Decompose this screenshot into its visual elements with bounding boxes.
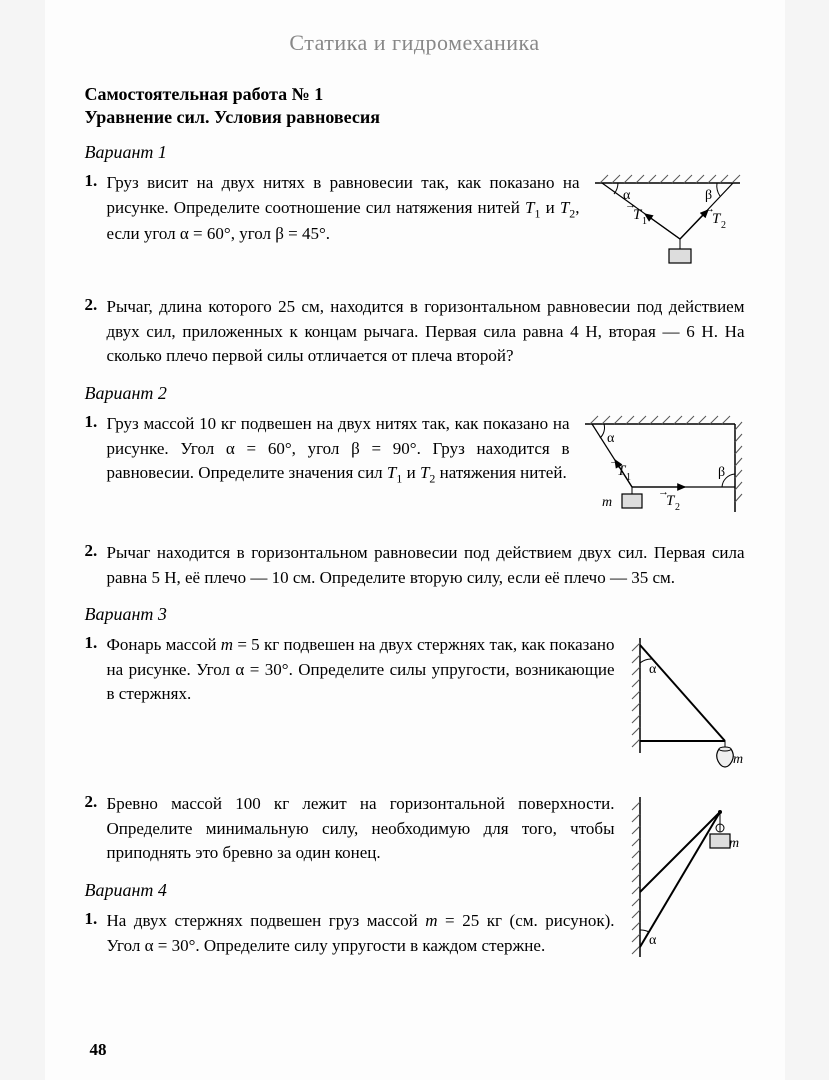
problem-text: На двух стержнях подвешен груз массой m …	[107, 909, 615, 958]
variant-3-title: Вариант 3	[85, 604, 745, 625]
v3-problem-2: 2. Бревно массой 100 кг лежит на горизон…	[85, 792, 615, 866]
svg-text:m: m	[729, 836, 739, 851]
svg-text:m: m	[733, 752, 743, 767]
work-title: Самостоятельная работа № 1	[85, 84, 745, 105]
figure-v3: α m	[625, 633, 745, 778]
v1-problem-2: 2. Рычаг, длина которого 25 см, находитс…	[85, 295, 745, 369]
problem-text: Фонарь массой m = 5 кг подвешен на двух …	[107, 633, 615, 778]
svg-text:α: α	[649, 662, 657, 677]
svg-text:β: β	[705, 188, 712, 203]
problem-text: Рычаг находится в горизонтальном равнове…	[107, 541, 745, 590]
svg-text:2: 2	[721, 220, 726, 231]
page-number: 48	[90, 1040, 107, 1060]
work-subtitle: Уравнение сил. Условия равновесия	[85, 107, 745, 128]
v2-problem-1: 1. Груз массой 10 кг подвешен на двух ни…	[85, 412, 745, 527]
problem-number: 1.	[85, 909, 107, 929]
figure-v4: α m	[625, 792, 745, 977]
problem-number: 2.	[85, 295, 107, 315]
v2-problem-2: 2. Рычаг находится в горизонтальном равн…	[85, 541, 745, 590]
v3-problem-1: 1. Фонарь массой m = 5 кг подвешен на дв…	[85, 633, 745, 778]
figure-v2: α β T 1 → T 2 → m	[580, 412, 745, 527]
problem-number: 1.	[85, 171, 107, 281]
problem-number: 1.	[85, 633, 107, 778]
chapter-title: Статика и гидромеханика	[85, 30, 745, 56]
svg-text:→: →	[704, 203, 715, 215]
svg-text:α: α	[607, 431, 615, 446]
problem-number: 2.	[85, 792, 107, 812]
v1-problem-1: 1. Груз висит на двух нитях в равновесии…	[85, 171, 745, 281]
v4-problem-1: 1. На двух стержнях подвешен груз массой…	[85, 909, 615, 958]
svg-text:1: 1	[642, 216, 647, 227]
variant-2-title: Вариант 2	[85, 383, 745, 404]
svg-text:→: →	[625, 199, 636, 211]
problem-number: 2.	[85, 541, 107, 561]
problem-text: Груз висит на двух нитях в равновесии та…	[107, 171, 580, 281]
variant-4-title: Вариант 4	[85, 880, 615, 901]
svg-text:β: β	[718, 465, 725, 480]
svg-text:m: m	[602, 495, 612, 510]
svg-text:→: →	[658, 486, 669, 498]
problem-text: Груз массой 10 кг подвешен на двух нитях…	[107, 412, 570, 527]
svg-text:→: →	[609, 455, 620, 467]
svg-text:2: 2	[675, 502, 680, 513]
problem-number: 1.	[85, 412, 107, 527]
figure-v1: α β T 1 → T 2 →	[590, 171, 745, 281]
page: Статика и гидромеханика Самостоятельная …	[45, 0, 785, 1080]
svg-text:α: α	[649, 933, 657, 948]
variant-1-title: Вариант 1	[85, 142, 745, 163]
svg-text:1: 1	[626, 472, 631, 483]
v3-problem-2-and-v4: 2. Бревно массой 100 кг лежит на горизон…	[85, 792, 745, 977]
problem-text: Рычаг, длина которого 25 см, находится в…	[107, 295, 745, 369]
problem-text: Бревно массой 100 кг лежит на горизонтал…	[107, 792, 615, 866]
